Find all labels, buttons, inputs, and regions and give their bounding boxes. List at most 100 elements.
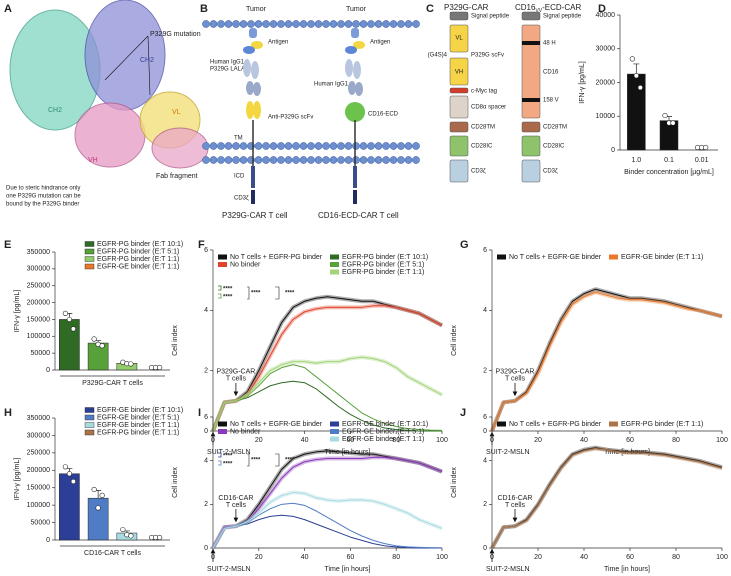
domain-label: CD28IC <box>471 144 493 150</box>
data-point <box>99 492 105 498</box>
y-tick-label: 40000 <box>596 12 616 19</box>
fc <box>353 61 361 79</box>
legend-swatch <box>330 254 339 260</box>
data-point <box>62 310 68 316</box>
tcell-membrane <box>277 156 285 164</box>
x-tick-label: 0.01 <box>695 157 709 164</box>
tcell-membrane <box>337 156 345 164</box>
note: bound by the P329G binder <box>6 202 79 208</box>
line-band <box>211 455 443 549</box>
annotation: P329G mutation <box>150 31 201 38</box>
line <box>212 380 442 432</box>
panel-letter: F <box>198 239 205 251</box>
x-tick-label: 20 <box>255 437 263 444</box>
tumor-membrane <box>202 20 210 28</box>
y-tick-label: 2 <box>483 501 487 508</box>
polymorphism <box>522 98 540 102</box>
legend-swatch <box>497 421 506 427</box>
y-tick-label: 350000 <box>27 415 50 422</box>
tcell-membrane <box>307 156 315 164</box>
bracket <box>218 293 222 299</box>
y-tick-label: 150000 <box>27 485 50 492</box>
panel-letter: H <box>4 407 12 419</box>
annotation: Fab fragment <box>156 173 198 180</box>
tcell-membrane <box>284 142 293 150</box>
x-tick-label: 100 <box>716 437 728 444</box>
label: TM <box>234 136 243 142</box>
binder <box>353 41 365 49</box>
legend-swatch <box>330 429 339 434</box>
tcell-membrane <box>322 142 330 150</box>
domain-box <box>521 11 541 21</box>
data-point <box>633 73 639 79</box>
note: one P329G mutation can be <box>6 194 81 200</box>
y-tick-label: 2 <box>483 368 487 375</box>
title-sub: VV <box>535 8 542 14</box>
tcell-membrane <box>254 142 263 150</box>
tcell-membrane <box>359 142 368 150</box>
domain-box <box>449 11 469 21</box>
panel-letter: I <box>198 407 201 419</box>
line <box>491 448 723 549</box>
line <box>491 288 723 432</box>
vh-domain <box>74 102 146 168</box>
y-axis-label: IFN-γ [pg/mL] <box>14 458 21 500</box>
icd <box>353 166 357 188</box>
title-part: CD16 <box>515 3 536 12</box>
data-point <box>66 471 72 477</box>
legend-swatch <box>218 262 227 267</box>
cell-label: P329G-CAR T cell <box>222 211 288 220</box>
domain-label: CD8α spacer <box>471 105 506 111</box>
x-axis-label: P329G-CAR T cells <box>82 380 143 387</box>
scfv <box>253 101 261 119</box>
tcell-membrane <box>352 156 360 164</box>
y-tick-label: 6 <box>483 247 487 254</box>
tcell-membrane <box>262 142 270 150</box>
y-tick-label: 2 <box>204 501 208 508</box>
y-tick-label: 0 <box>611 147 615 154</box>
significance: **** <box>223 462 233 468</box>
data-point <box>703 144 709 151</box>
tumor-membrane <box>307 20 315 28</box>
annotation: P329G-CAR <box>216 369 255 376</box>
bar <box>627 73 646 151</box>
domain-label: VL <box>455 36 463 42</box>
x-tick-label: 20 <box>534 554 542 561</box>
legend-swatch <box>330 269 339 275</box>
x-tick-label: 80 <box>672 554 680 561</box>
binder <box>243 46 255 54</box>
legend-label: EGFR-PG binder (E:T 1:1) <box>97 429 179 436</box>
legend-label: EGFR-GE binder (E:T 10:1) <box>97 407 183 414</box>
line <box>212 364 443 432</box>
fc <box>251 61 259 79</box>
legend-label: EGFR-GE binder (E:T 1:1) <box>342 436 424 443</box>
x-tick-label: 0.1 <box>664 157 674 164</box>
line-band <box>490 290 723 432</box>
tcell-membrane <box>307 142 315 150</box>
y-tick-label: 2 <box>204 368 208 375</box>
domain-label: c-Myc tag <box>471 89 497 95</box>
domain-box <box>521 159 541 183</box>
tumor-membrane <box>322 20 330 28</box>
bar <box>87 497 109 541</box>
domain-label: 48 H <box>543 41 556 47</box>
line <box>491 291 723 432</box>
tcell-membrane <box>269 156 278 164</box>
domain-label: (G4S)4 <box>428 53 448 59</box>
legend-swatch <box>84 241 95 247</box>
label: CD3ζ <box>234 196 249 202</box>
tcell-membrane <box>352 142 360 150</box>
cd3z <box>353 190 357 204</box>
annotation: SUIT-2-MSLN <box>207 566 251 573</box>
legend-swatch <box>84 422 95 428</box>
tcell-membrane <box>404 142 413 150</box>
tumor-membrane <box>389 20 398 28</box>
annotation: SUIT-2-MSLN <box>486 449 530 456</box>
tcell-membrane <box>232 156 240 164</box>
tumor-membrane <box>269 20 278 28</box>
bracket <box>218 285 222 291</box>
y-tick-label: 50000 <box>31 519 51 526</box>
label: Antigen <box>370 40 390 46</box>
significance: **** <box>223 295 233 301</box>
